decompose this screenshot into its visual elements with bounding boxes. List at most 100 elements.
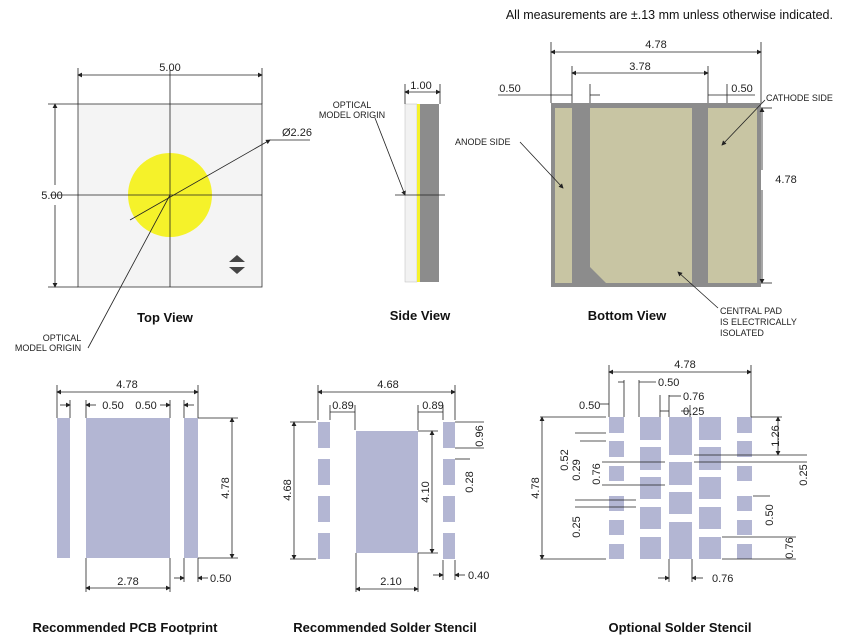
stencil-pad-gap-dim: 0.28 xyxy=(464,471,476,492)
optional-cathode-aperture xyxy=(737,466,752,481)
optional-anode-aperture xyxy=(609,417,624,433)
central-pad-label-2: IS ELECTRICALLY xyxy=(720,317,797,327)
optional-cathode-aperture xyxy=(737,520,752,535)
optional-central-aperture xyxy=(669,492,692,514)
optional-r2-dim: 0.25 xyxy=(798,464,810,485)
optional-width-dim: 4.78 xyxy=(674,359,695,371)
top-view: 5.00 5.00 Ø2.26 OPTICAL MODEL ORIGIN Top… xyxy=(15,62,312,353)
pcb-title: Recommended PCB Footprint xyxy=(33,620,219,635)
pcb-gap-dim: 0.50 xyxy=(210,573,231,585)
stencil-height-dim: 4.68 xyxy=(282,479,294,500)
solder-stencil: 4.68 0.89 0.89 4.68 4.10 0.96 0.28 2.10 … xyxy=(282,379,489,635)
optional-d3-dim: 0.25 xyxy=(683,406,704,418)
stencil-center-height-dim: 4.10 xyxy=(420,481,432,502)
stencil-anode-aperture xyxy=(318,422,330,448)
optional-central-aperture xyxy=(640,447,661,470)
optional-anode-aperture xyxy=(609,466,624,481)
optional-bottom-dim: 0.76 xyxy=(712,573,733,585)
cathode-side-label: CATHODE SIDE xyxy=(766,93,833,103)
central-pad-label-1: CENTRAL PAD xyxy=(720,306,783,316)
optional-central-aperture xyxy=(699,507,721,529)
stencil-anode-aperture xyxy=(318,533,330,559)
optional-r4-dim: 0.76 xyxy=(784,537,796,558)
optional-central-aperture xyxy=(640,477,661,499)
optional-stencil: 4.78 0.50 0.76 0.25 0.50 4.78 0.52 0.29 … xyxy=(530,359,810,635)
pcb-height-dim: 4.78 xyxy=(220,477,232,498)
bottom-inner-dim: 3.78 xyxy=(629,61,650,73)
side-thickness-dim: 1.00 xyxy=(410,80,431,92)
tolerance-note: All measurements are ±.13 mm unless othe… xyxy=(506,8,833,22)
pcb-cathode-pad xyxy=(184,418,198,558)
stencil-cathode-aperture xyxy=(443,496,455,522)
optional-central-aperture xyxy=(669,522,692,559)
side-view: 1.00 OPTICAL MODEL ORIGIN Side View xyxy=(319,80,451,323)
pcb-pad-a-dim: 0.50 xyxy=(102,400,123,412)
stencil-cathode-aperture xyxy=(443,459,455,485)
polarity-mark-icon xyxy=(229,255,245,274)
pcb-footprint: 4.78 0.50 0.50 4.78 2.78 0.50 Recommende… xyxy=(33,379,238,635)
optional-cathode-aperture xyxy=(737,441,752,457)
optional-central-aperture xyxy=(669,417,692,455)
central-pad-label-3: ISOLATED xyxy=(720,328,764,338)
side-origin-label-1: OPTICAL xyxy=(333,100,372,110)
optional-d2-dim: 0.76 xyxy=(683,391,704,403)
optional-anode-aperture xyxy=(609,496,624,511)
bottom-width-dim: 4.78 xyxy=(645,39,666,51)
stencil-anode-aperture xyxy=(318,496,330,522)
optional-d1-dim: 0.50 xyxy=(658,377,679,389)
stencil-pad-height-dim: 0.96 xyxy=(474,425,486,446)
pcb-width-dim: 4.78 xyxy=(116,379,137,391)
optional-anode-aperture xyxy=(609,441,624,457)
optional-r3-dim: 0.50 xyxy=(764,504,776,525)
stencil-pad-width-dim: 0.40 xyxy=(468,570,489,582)
bottom-height-dim: 4.78 xyxy=(775,174,796,186)
top-height-dim: 5.00 xyxy=(41,190,62,202)
optional-title: Optional Solder Stencil xyxy=(608,620,751,635)
optional-cathode-aperture xyxy=(737,544,752,559)
anode-side-label: ANODE SIDE xyxy=(455,137,511,147)
emitter-diameter-dim: Ø2.26 xyxy=(282,127,312,139)
anode-pad xyxy=(555,108,572,283)
cathode-pad xyxy=(708,108,757,283)
optional-central-aperture xyxy=(640,507,661,529)
optional-l4-dim: 0.25 xyxy=(571,516,583,537)
stencil-width-dim: 4.68 xyxy=(377,379,398,391)
stencil-right-gap-dim: 0.89 xyxy=(422,400,443,412)
stencil-title: Recommended Solder Stencil xyxy=(293,620,477,635)
optional-central-aperture xyxy=(669,462,692,485)
stencil-anode-aperture xyxy=(318,459,330,485)
stencil-central-pad xyxy=(356,431,418,553)
optional-l1-dim: 0.52 xyxy=(559,449,571,470)
pcb-center-dim: 2.78 xyxy=(117,576,138,588)
bottom-left-gap-dim: 0.50 xyxy=(499,83,520,95)
bottom-view-title: Bottom View xyxy=(588,308,667,323)
stencil-center-width-dim: 2.10 xyxy=(380,576,401,588)
side-view-title: Side View xyxy=(390,308,451,323)
optional-central-aperture xyxy=(640,537,661,559)
optional-cathode-aperture xyxy=(737,417,752,433)
optional-central-aperture xyxy=(699,447,721,470)
optional-l2-dim: 0.29 xyxy=(571,459,583,480)
top-view-title: Top View xyxy=(137,310,194,325)
top-width-dim: 5.00 xyxy=(159,62,180,74)
stencil-cathode-aperture xyxy=(443,533,455,559)
optional-central-aperture xyxy=(699,417,721,440)
optional-left-width-dim: 0.50 xyxy=(579,400,600,412)
pcb-anode-pad xyxy=(57,418,70,558)
bottom-view: 4.78 3.78 0.50 0.50 4.78 ANODE SIDE CATH… xyxy=(455,39,833,338)
optional-cathode-aperture xyxy=(737,496,752,511)
optional-height-dim: 4.78 xyxy=(530,477,542,498)
optional-central-aperture xyxy=(640,417,661,440)
optional-anode-aperture xyxy=(609,544,624,559)
stencil-cathode-aperture xyxy=(443,422,455,448)
optional-l3-dim: 0.76 xyxy=(591,463,603,484)
origin-label-1: OPTICAL xyxy=(43,333,82,343)
optional-r1-dim: 1.26 xyxy=(770,425,782,446)
pcb-central-pad xyxy=(86,418,170,558)
optional-central-aperture xyxy=(699,477,721,499)
pcb-pad-b-dim: 0.50 xyxy=(135,400,156,412)
origin-label-2: MODEL ORIGIN xyxy=(15,343,81,353)
side-origin-label-2: MODEL ORIGIN xyxy=(319,110,385,120)
stencil-left-gap-dim: 0.89 xyxy=(332,400,353,412)
